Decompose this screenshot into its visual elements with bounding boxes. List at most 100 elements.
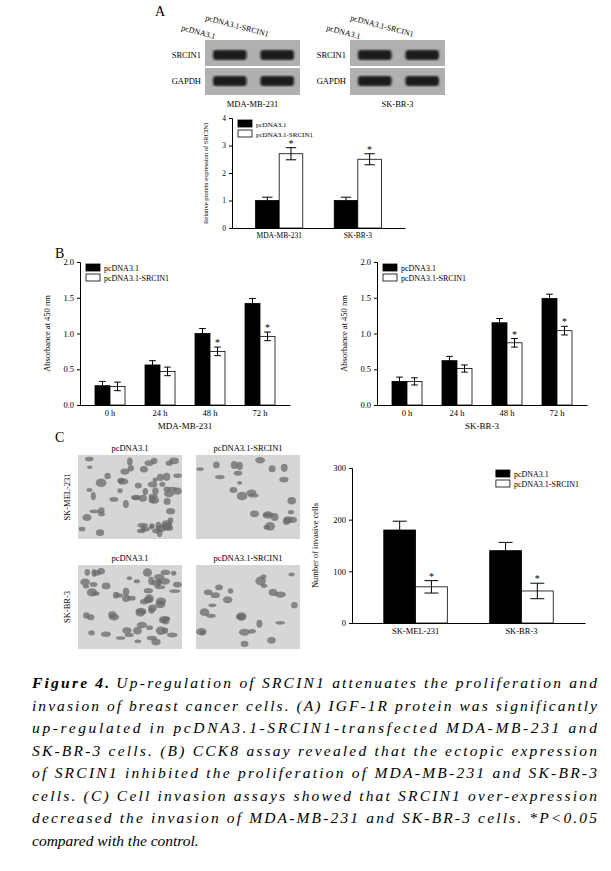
micrograph-cell xyxy=(101,632,111,637)
micrograph-cell xyxy=(228,588,233,593)
x-tick: 48 h xyxy=(500,405,516,418)
y-axis: 0100200300 xyxy=(333,463,352,628)
micrograph-cell xyxy=(239,629,250,636)
micrograph-cell xyxy=(166,508,175,514)
micrograph-cell xyxy=(237,481,242,485)
y-tick-label: 1.0 xyxy=(63,329,74,339)
error-bar-cap xyxy=(262,197,272,198)
legend: pcDNA3.1pcDNA3.1-SRCIN1 xyxy=(383,264,466,283)
y-tick-label: 3 xyxy=(222,141,226,150)
error-bar-cap xyxy=(164,367,171,368)
micrograph-cell xyxy=(223,596,233,603)
x-tick-label: 72 h xyxy=(550,408,566,418)
y-tick-mark xyxy=(349,571,352,572)
x-tick: SK-BR-3 xyxy=(344,228,373,240)
x-axis: 0 h24 h48 h72 h xyxy=(378,405,588,418)
micrograph-cell xyxy=(162,628,168,634)
y-tick-label: 0.5 xyxy=(360,364,371,374)
blot-band xyxy=(213,76,247,86)
micrograph-cell xyxy=(134,579,140,583)
error-bar-cap xyxy=(499,542,513,543)
blot-separator xyxy=(205,66,300,68)
micrograph-cell xyxy=(211,592,220,598)
plot-area xyxy=(384,521,553,623)
micrograph-column-label: pcDNA3.1-SRCIN1 xyxy=(213,553,282,563)
micrograph-cell xyxy=(157,529,163,537)
error-bar-cap xyxy=(561,334,568,335)
bar-chart: 0100200300SK-MEL-231SK-BR-3**Number of i… xyxy=(310,463,586,636)
lane-label: pcDNA3.1-SRCIN1 xyxy=(204,13,269,39)
error-bar-stem xyxy=(514,339,515,348)
error-bar-stem xyxy=(464,365,465,372)
legend-swatch xyxy=(238,120,252,127)
micrograph-image xyxy=(78,455,182,539)
error-bar-stem xyxy=(346,197,347,204)
error-bar xyxy=(262,197,272,204)
legend-label: pcDNA3.1 xyxy=(514,470,549,479)
micrograph-cell xyxy=(91,492,96,500)
x-axis-line xyxy=(233,228,406,229)
x-tick-label: SK-BR-3 xyxy=(505,626,537,636)
micrograph-cell xyxy=(140,466,148,472)
y-axis-title: Absorbance at 450 nm xyxy=(339,295,349,372)
y-tick: 1.0 xyxy=(360,329,377,339)
error-bar-stem xyxy=(399,521,400,539)
bar xyxy=(256,201,280,229)
error-bar-cap xyxy=(99,389,106,390)
micrograph-cell xyxy=(160,578,170,585)
error-bar-cap xyxy=(496,327,503,328)
error-bar-cap xyxy=(364,164,374,165)
micrograph-cell xyxy=(117,488,122,493)
micrograph-cell xyxy=(263,525,269,530)
y-tick: 200 xyxy=(333,515,352,525)
error-bar-stem xyxy=(564,326,565,335)
y-tick-mark xyxy=(374,334,377,335)
x-tick: 0 h xyxy=(402,405,413,418)
legend-label: pcDNA3.1-SRCIN1 xyxy=(401,274,466,283)
bar xyxy=(492,323,507,405)
blot-image xyxy=(350,40,445,95)
micrograph-cell xyxy=(263,511,274,519)
micrograph-cell xyxy=(173,474,182,478)
micrograph: pcDNA3.1 xyxy=(78,443,182,539)
band-label: SRCIN1 xyxy=(317,50,346,60)
micrograph-cell xyxy=(288,510,294,514)
micrograph-cell xyxy=(89,509,99,513)
western-blot: pcDNA3.1pcDNA3.1-SRCIN1SRCIN1GAPDHSK-BR-… xyxy=(317,13,445,109)
bar xyxy=(334,201,358,229)
y-tick-label: 1.0 xyxy=(360,329,371,339)
micrograph-cell xyxy=(151,639,160,646)
error-bar-cap xyxy=(393,521,407,522)
micrograph-cell xyxy=(123,588,130,596)
y-axis-title: Relative protein expression of SRCIN1 xyxy=(202,122,209,224)
micrograph-cell xyxy=(155,601,165,609)
legend-label: pcDNA3.1-SRCIN1 xyxy=(514,480,579,489)
y-tick-label: 2.0 xyxy=(63,257,74,267)
legend-item: pcDNA3.1 xyxy=(496,470,549,479)
micrograph-cell xyxy=(116,593,123,597)
error-bar-stem xyxy=(369,154,370,165)
micrograph-cell xyxy=(260,574,266,579)
y-tick-mark xyxy=(374,262,377,263)
micrograph-cell xyxy=(167,633,178,638)
micrograph-cell xyxy=(164,498,171,505)
caption-line: cells. (C) Cell invasion assays showed t… xyxy=(32,787,597,805)
y-tick: 0.0 xyxy=(63,400,80,410)
y-tick-label: 100 xyxy=(333,567,346,577)
micrograph-cell xyxy=(215,585,223,591)
x-tick-label: SK-MEL-231 xyxy=(392,626,439,636)
caption-text: Up-regulation of SRCIN1 attenuates the p… xyxy=(116,674,597,691)
bar xyxy=(195,334,210,406)
micrograph-cell xyxy=(79,527,86,532)
micrograph-cell xyxy=(102,583,111,590)
legend-label: pcDNA3.1 xyxy=(104,264,139,273)
significance-marker: * xyxy=(562,316,567,327)
micrograph-cell xyxy=(152,487,158,494)
error-bar xyxy=(364,154,374,165)
micrograph-cell xyxy=(128,596,136,601)
error-bar xyxy=(424,581,438,593)
y-tick-mark xyxy=(77,369,80,370)
significance-marker: * xyxy=(288,138,293,149)
micrograph-cell xyxy=(84,569,90,576)
micrograph-cell xyxy=(159,482,165,487)
